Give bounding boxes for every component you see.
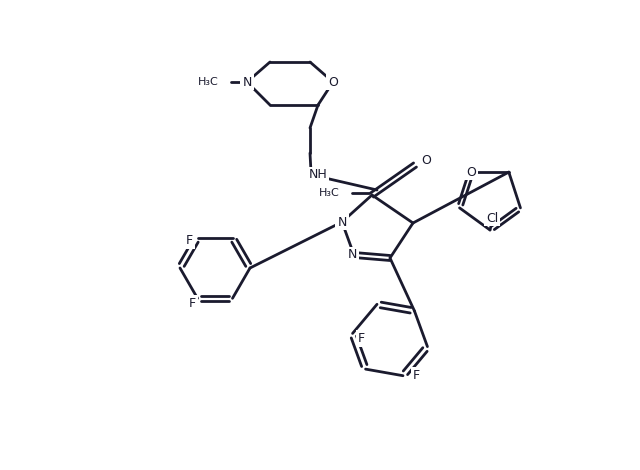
Text: N: N [348,249,356,261]
Text: O: O [467,165,476,179]
Text: H₃C: H₃C [198,77,219,87]
Text: F: F [186,234,193,247]
Text: N: N [337,216,347,228]
Text: Cl: Cl [486,212,498,225]
Text: NH: NH [308,169,328,181]
Text: F: F [413,369,420,382]
Text: H₃C: H₃C [319,188,340,198]
Text: F: F [358,332,365,345]
Text: O: O [421,154,431,166]
Text: N: N [243,76,252,88]
Text: F: F [189,297,196,310]
Text: O: O [328,76,338,88]
